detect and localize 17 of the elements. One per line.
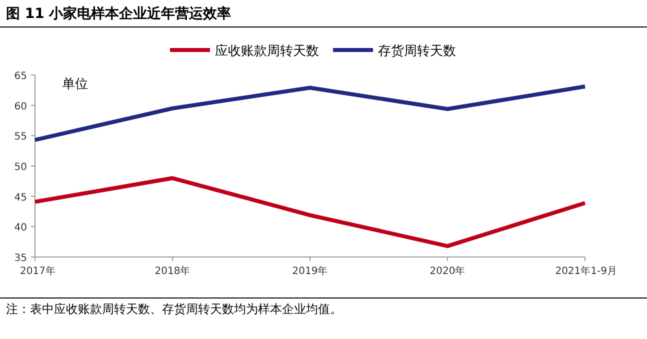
y-tick-label: 35 bbox=[14, 253, 27, 264]
text: 注：表中应收账款周转天数、存货周转天数均为样本企业均值。 bbox=[6, 302, 342, 316]
y-tick-label: 60 bbox=[14, 101, 27, 112]
y-tick-label: 40 bbox=[14, 222, 27, 234]
y-tick-label: 45 bbox=[14, 192, 27, 204]
x-tick-label: 2018年 bbox=[154, 265, 190, 277]
y-axis-title: 单位 bbox=[62, 77, 88, 92]
y-tick-label: 50 bbox=[14, 162, 27, 173]
y-tick-label: 65 bbox=[14, 71, 27, 82]
x-tick-label: 2021年1-9月 bbox=[555, 265, 617, 277]
legend-label: 应收账款周转天数 bbox=[215, 43, 319, 59]
x-tick-label: 2017年 bbox=[20, 265, 56, 277]
x-tick-label: 2019年 bbox=[292, 265, 328, 277]
chart-title: 图 11 小家电样本企业近年营运效率 bbox=[6, 5, 232, 22]
x-tick-label: 2020年 bbox=[430, 265, 466, 277]
y-tick-label: 55 bbox=[14, 132, 27, 143]
legend-label: 存货周转天数 bbox=[378, 44, 456, 59]
